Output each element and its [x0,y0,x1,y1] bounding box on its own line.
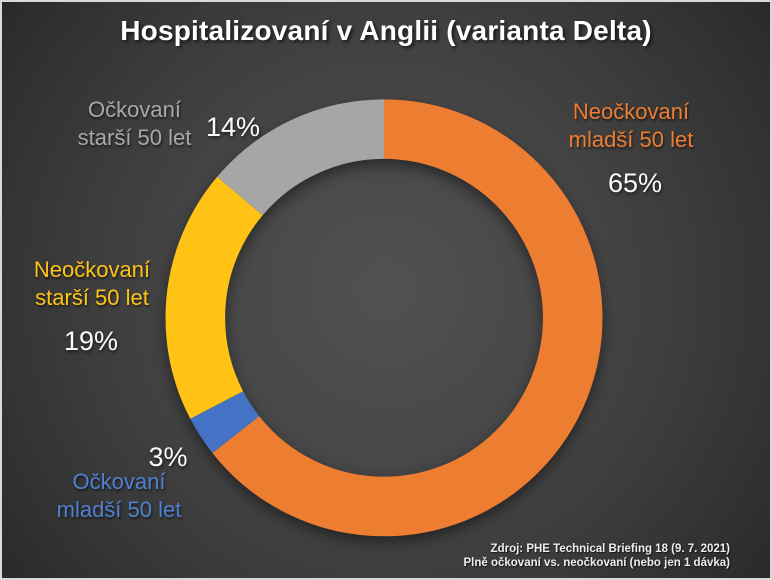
pct-ockovani-mladsi-50: 3% [148,442,188,472]
donut-segment-neockovani-starsi-50 [165,99,603,537]
label-ockovani-mladsi-50: Očkovaní mladší 50 let [56,469,182,522]
donut-segment-ockovani-starsi-50 [165,99,603,537]
pct-neockovani-mladsi-50: 65% [607,168,663,198]
label-neockovani-starsi-50: Neočkovaní starší 50 let [33,257,151,310]
pct-neockovani-starsi-50: 19% [63,326,119,356]
donut-segments-group [165,99,603,537]
source-line-2: Plně očkovaní vs. neočkovaní (nebo jen 1… [463,557,730,569]
label-ockovani-starsi-50: Očkovaní starší 50 let [77,97,192,150]
source-note: Zdroj: PHE Technical Briefing 18 (9. 7. … [463,542,730,570]
label-neockovani-mladsi-50: Neočkovaní mladší 50 let [568,99,694,152]
pct-ockovani-starsi-50: 14% [205,112,261,142]
chart-title: Hospitalizovaní v Anglii (varianta Delta… [120,15,652,46]
source-line-1: Zdroj: PHE Technical Briefing 18 (9. 7. … [490,543,730,555]
